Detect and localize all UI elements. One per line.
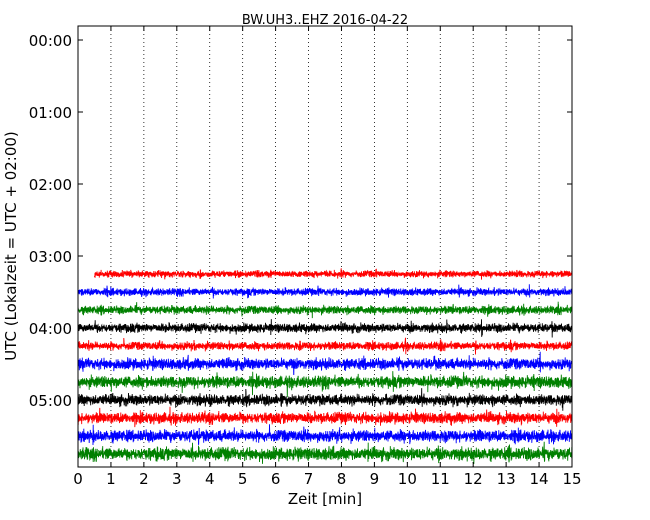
y-axis-label: UTC (Lokalzeit = UTC + 02:00) bbox=[2, 131, 20, 361]
x-tick-label: 0 bbox=[73, 470, 83, 488]
y-tick-label: 00:00 bbox=[29, 32, 72, 50]
x-tick-label: 9 bbox=[370, 470, 380, 488]
trace-series-0415 bbox=[77, 337, 573, 355]
trace-series-0400 bbox=[77, 319, 573, 338]
x-tick-label: 4 bbox=[205, 470, 215, 488]
trace-series-0315 bbox=[94, 268, 573, 280]
trace-series-0545 bbox=[77, 441, 573, 465]
trace-series-0445 bbox=[77, 371, 573, 398]
trace-series-0515 bbox=[77, 406, 573, 428]
x-axis-label: Zeit [min] bbox=[288, 490, 362, 508]
x-tick-label: 1 bbox=[106, 470, 116, 488]
trace-series-0330 bbox=[77, 284, 573, 299]
x-tick-label: 15 bbox=[562, 470, 581, 488]
x-tick-label: 6 bbox=[271, 470, 281, 488]
trace-series-0500 bbox=[77, 388, 573, 411]
x-tick-label: 7 bbox=[304, 470, 314, 488]
x-tick-label: 5 bbox=[238, 470, 248, 488]
plot-frame bbox=[77, 25, 573, 468]
x-tick-label: 11 bbox=[431, 470, 450, 488]
trace-layer bbox=[77, 268, 573, 465]
x-tick-label: 12 bbox=[464, 470, 483, 488]
y-tick-label: 04:00 bbox=[29, 320, 72, 338]
y-tick-label: 02:00 bbox=[29, 176, 72, 194]
x-tick-label: 10 bbox=[398, 470, 417, 488]
y-tick-label: 05:00 bbox=[29, 392, 72, 410]
x-tick-label: 14 bbox=[530, 470, 549, 488]
tick-layer: 0 1 2 3 4 5 6 7 8 9 10 11 12 13 14 1500:0001:0002:0003:… bbox=[29, 26, 582, 488]
x-tick-label: 3 bbox=[172, 470, 182, 488]
x-tick-label: 2 bbox=[139, 470, 149, 488]
trace-series-0530 bbox=[77, 424, 573, 446]
x-tick-label: 8 bbox=[337, 470, 347, 488]
trace-series-0430 bbox=[77, 351, 573, 376]
grid-lines bbox=[110, 26, 540, 467]
y-tick-label: 01:00 bbox=[29, 104, 72, 122]
x-tick-label: 13 bbox=[497, 470, 516, 488]
trace-series-0345 bbox=[77, 301, 573, 319]
chart-title: BW.UH3..EHZ 2016-04-22 bbox=[242, 13, 408, 28]
y-tick-label: 03:00 bbox=[29, 248, 72, 266]
